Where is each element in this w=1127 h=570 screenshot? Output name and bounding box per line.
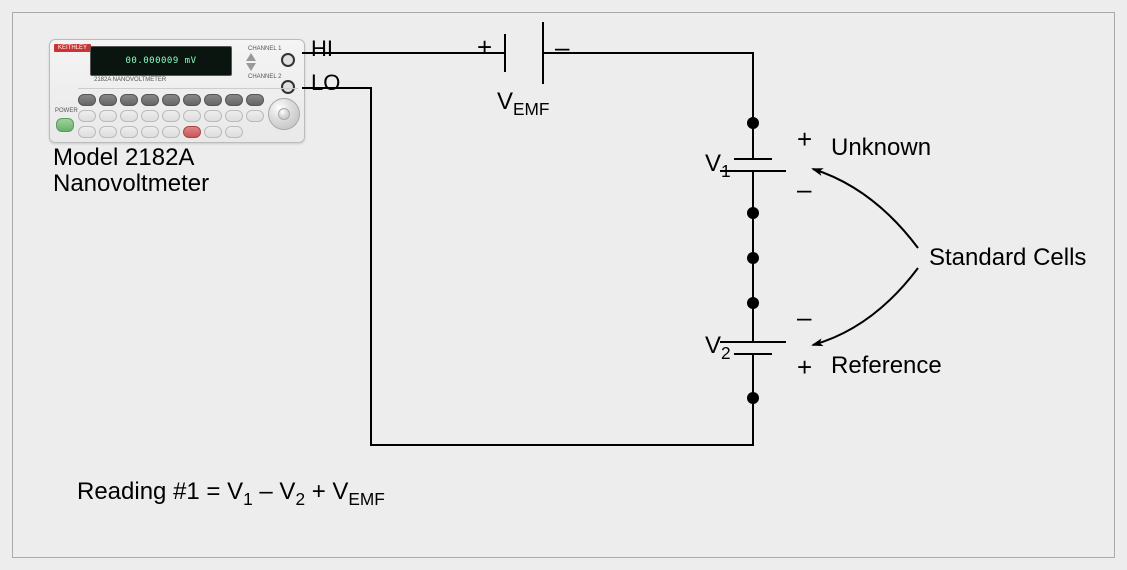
diagram-frame: KEITHLEY 00.000009 mV 2182A NANOVOLTMETE… — [12, 12, 1115, 558]
standard-cells-label: Standard Cells — [929, 245, 1086, 271]
reference-label: Reference — [831, 353, 942, 379]
v2-label: V2 — [705, 333, 731, 363]
instrument-model-label: Model 2182A — [53, 145, 194, 171]
v1-plus: + — [797, 125, 812, 154]
vemf-minus: – — [555, 33, 569, 62]
v2-plus: + — [797, 353, 812, 382]
v1-minus: – — [797, 175, 811, 204]
v2-minus: – — [797, 303, 811, 332]
vemf-plus: + — [477, 33, 492, 62]
lo-label: LO — [311, 71, 340, 95]
hi-label: HI — [311, 37, 333, 61]
vemf-label: VEMF — [497, 89, 549, 119]
instrument-name-label: Nanovoltmeter — [53, 171, 209, 197]
reading-equation: Reading #1 = V1 – V2 + VEMF — [77, 479, 385, 509]
v1-label: V1 — [705, 151, 731, 181]
unknown-label: Unknown — [831, 135, 931, 161]
